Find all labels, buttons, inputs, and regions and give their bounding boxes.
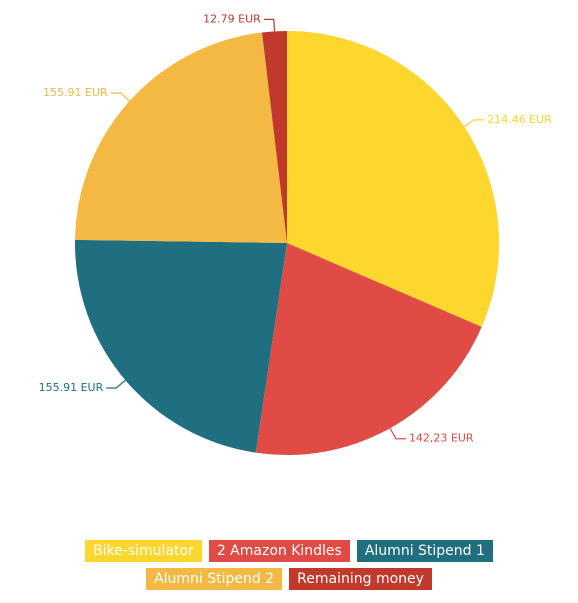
legend: Bike-simulator 2 Amazon Kindles Alumni Sti… xyxy=(49,540,529,590)
pie-slice xyxy=(255,243,482,455)
leader-line xyxy=(106,379,126,389)
leader-line xyxy=(110,92,130,102)
data-label: 142,23 EUR xyxy=(409,432,474,445)
pie-slice xyxy=(287,31,499,327)
data-label: 155.91 EUR xyxy=(43,86,108,99)
leader-line xyxy=(389,427,406,440)
pie-slice xyxy=(75,32,287,243)
pie-slice xyxy=(262,31,287,243)
legend-item: Remaining money xyxy=(289,568,432,590)
legend-item: Bike-simulator xyxy=(85,540,202,562)
chart: 214.46 EUR 142,23 EUR 155.91 EUR 155.91 EUR… xyxy=(39,12,552,455)
leader-line xyxy=(463,119,485,127)
legend-item: Alumni Stipend 1 xyxy=(356,540,493,562)
data-label: 214.46 EUR xyxy=(487,113,552,126)
legend-item: 2 Amazon Kindles xyxy=(208,540,350,562)
data-label: 12.79 EUR xyxy=(203,12,261,25)
data-label: 155.91 EUR xyxy=(39,381,104,394)
legend-item: Alumni Stipend 2 xyxy=(146,568,283,590)
leader-line xyxy=(263,18,276,32)
pie-slice xyxy=(75,239,288,453)
